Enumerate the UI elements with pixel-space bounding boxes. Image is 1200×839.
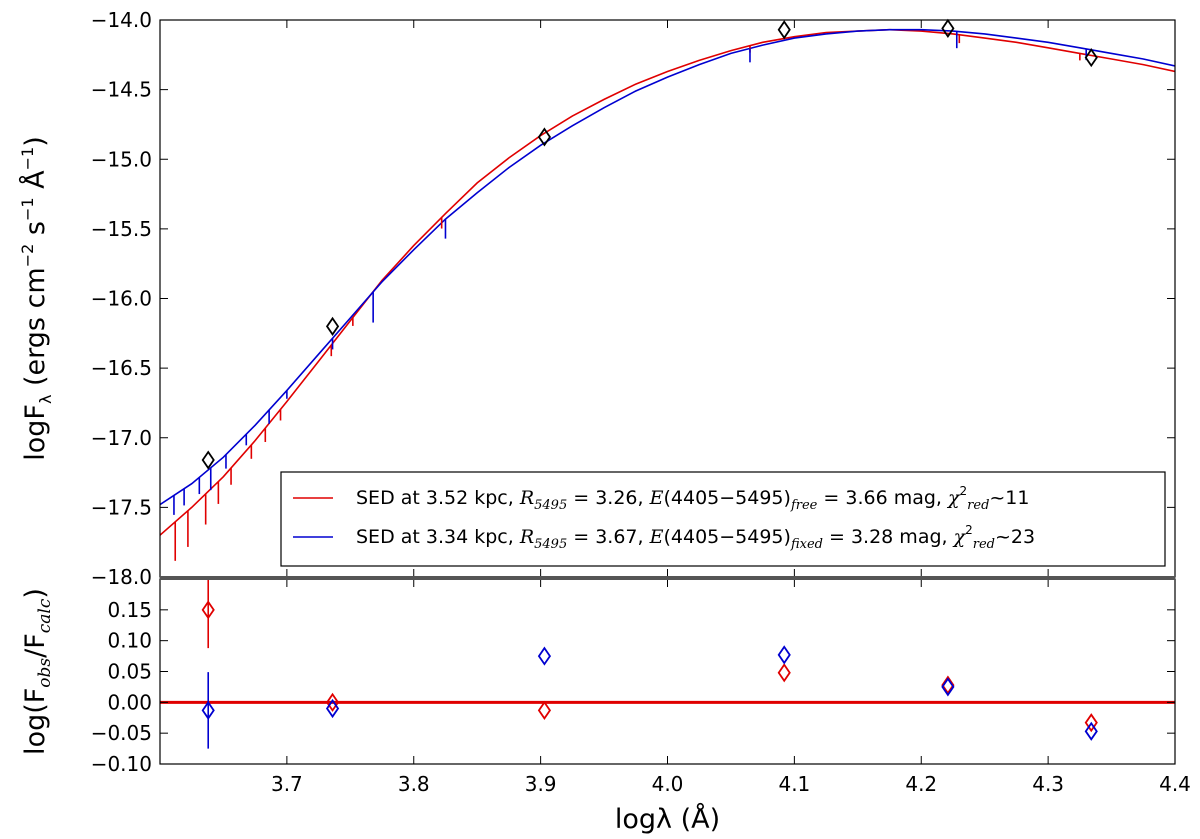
x-tick-label: 4.0 [652,772,684,796]
bottom-y-axis-label: log(Fobs/Fcalc) [20,588,55,755]
sed-line-blue [160,28,1175,506]
sed-curves [160,28,1175,561]
residual-point-blue [777,645,791,665]
y-tick-label: 0.15 [107,598,152,622]
legend-entry-red: SED at 3.52 kpc, R5495 = 3.26, E(4405−54… [356,484,1030,513]
y-tick-label: −0.10 [91,752,152,776]
x-tick-label: 4.3 [1032,772,1064,796]
top-y-axis-label: logFλ (ergs cm−2 s−1 Å−1) [18,136,55,461]
y-tick-label: −16.5 [91,356,152,380]
observed-flux-point [325,316,340,336]
residual-point-red [325,692,340,712]
residual-point-blue [325,698,340,719]
x-tick-label: 3.7 [271,772,303,796]
observed-flux-point [777,20,791,40]
y-tick-label: −15.5 [91,217,152,241]
legend-frame [280,471,1166,567]
y-tick-label: −14.5 [91,78,152,102]
bottom-panel: 0.15 0.10 0.05 0.00 −0.05 −0.10 3.7 3.8 3.9 4.0 4.… [20,576,1191,835]
sed-line-red [160,28,1175,536]
x-tick-label: 4.2 [905,772,937,796]
residual-points [201,579,1098,749]
bottom-axes-frame [159,578,1176,765]
y-tick-label: −0.05 [91,721,152,745]
residual-point-red [941,675,955,695]
legend-entry-blue: SED at 3.34 kpc, R5495 = 3.67, E(4405−54… [356,523,1035,552]
x-axis-label: logλ (Å) [615,803,720,835]
observed-flux-point [941,18,955,38]
y-tick-label: −15.0 [91,147,152,171]
y-tick-label: 0.10 [107,629,152,653]
observed-flux-point [1084,48,1098,68]
observed-flux-point [537,127,552,147]
observed-flux-point [201,450,215,470]
x-tick-label: 4.4 [1159,772,1191,796]
y-tick-label: −14.0 [91,8,152,32]
residual-point-blue [941,677,955,697]
top-panel: −14.0 −14.5 −15.0 −15.5 −16.0 −16.5 −17.0 −17.5… [18,8,1176,589]
residual-point-red [777,663,791,683]
y-tick-label: −18.0 [91,565,152,589]
y-tick-label: 0.00 [107,690,152,714]
residual-point-blue [537,646,552,666]
x-tick-label: 3.9 [525,772,557,796]
legend: SED at 3.52 kpc, R5495 = 3.26, E(4405−54… [280,471,1166,567]
y-tick-label: 0.05 [107,660,152,684]
residual-point-blue [1084,721,1098,741]
y-tick-label: −17.0 [91,426,152,450]
y-tick-label: −17.5 [91,495,152,519]
x-tick-label: 4.1 [778,772,810,796]
residual-point-blue [201,700,215,720]
x-tick-label: 3.8 [398,772,430,796]
y-tick-label: −16.0 [91,287,152,311]
residual-point-red [201,600,215,620]
residual-point-red [537,700,552,720]
residual-point-red [1084,713,1098,733]
